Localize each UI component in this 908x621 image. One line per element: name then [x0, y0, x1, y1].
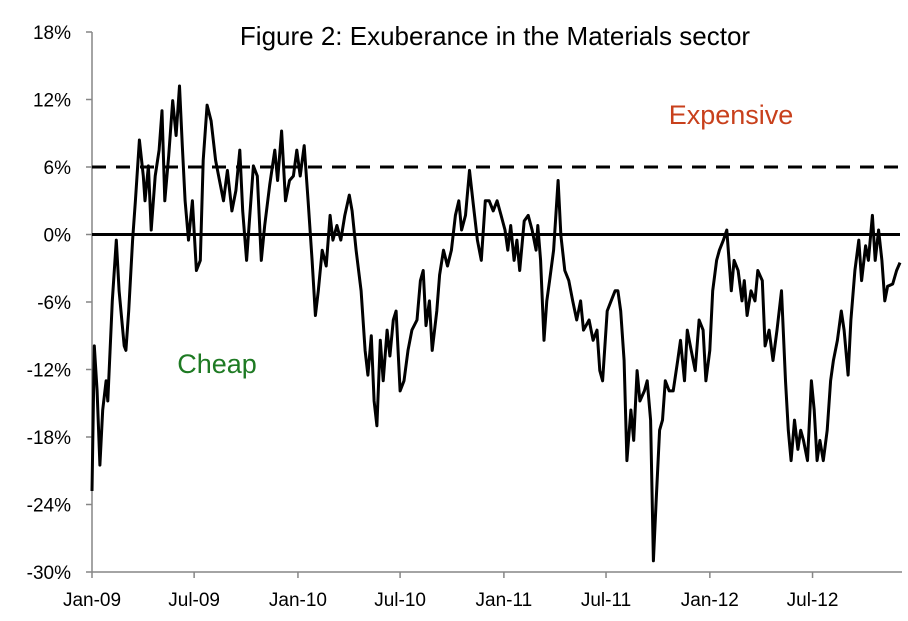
x-tick-label: Jul-11	[581, 590, 631, 611]
y-axis: 18% 12% 6% 0% -6% -12% -18% -24% -30%	[27, 23, 93, 584]
y-tick-label: -24%	[27, 496, 71, 517]
x-tick-label: Jul-10	[374, 590, 426, 611]
expensive-annotation: Expensive	[669, 100, 794, 130]
y-tick-label: -18%	[27, 428, 71, 449]
series-line	[90, 84, 902, 563]
cheap-annotation: Cheap	[177, 349, 257, 379]
y-tick-label: -12%	[27, 361, 71, 382]
x-tick-label: Jan-12	[681, 590, 739, 611]
y-tick-label: 12%	[33, 91, 71, 112]
y-tick-label: -6%	[37, 293, 71, 314]
y-tick-label: 18%	[33, 23, 71, 44]
y-tick-label: -30%	[27, 563, 71, 584]
x-tick-label: Jan-09	[63, 590, 121, 611]
y-tick-label: 0%	[44, 226, 72, 247]
x-tick-label: Jul-12	[787, 590, 839, 611]
x-axis: Jan-09 Jul-09 Jan-10 Jul-10 Jan-11 Jul-11 Jan-…	[63, 571, 902, 611]
reference-lines	[92, 165, 900, 236]
x-tick-label: Jan-10	[269, 590, 327, 611]
x-tick-label: Jan-11	[476, 590, 533, 611]
x-tick-label: Jul-09	[168, 590, 220, 611]
chart-title: Figure 2: Exuberance in the Materials se…	[240, 21, 750, 51]
y-tick-label: 6%	[44, 158, 72, 179]
